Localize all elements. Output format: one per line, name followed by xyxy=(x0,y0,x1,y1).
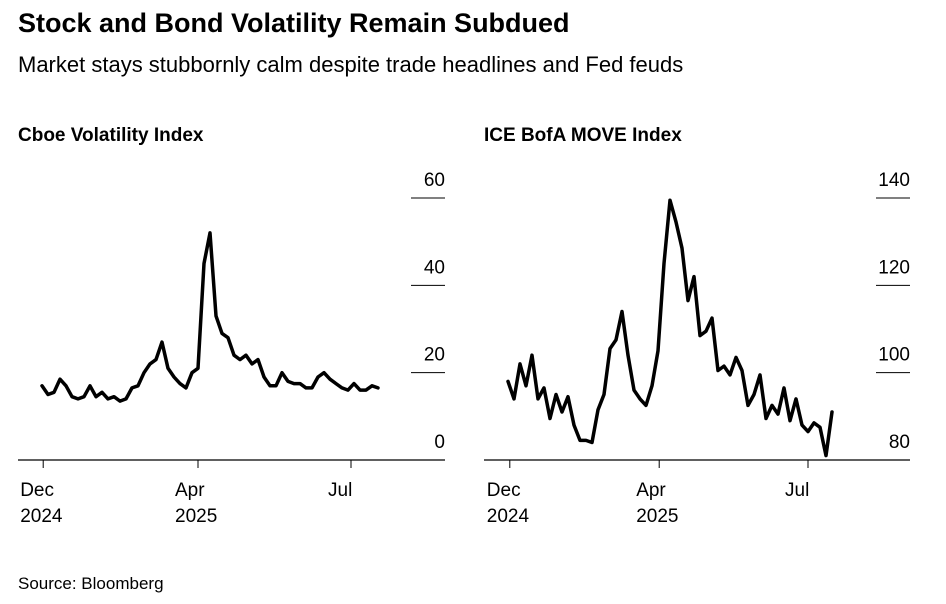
x-tick-label: Jul xyxy=(328,480,353,501)
x-tick-label: Apr 2025 xyxy=(175,480,218,527)
title: Stock and Bond Volatility Remain Subdued xyxy=(18,8,570,38)
x-tick-label: Apr 2025 xyxy=(636,480,679,527)
y-tick-label: 60 xyxy=(424,170,445,191)
panel-title: ICE BofA MOVE Index xyxy=(484,125,682,146)
subtitle: Market stays stubbornly calm despite tra… xyxy=(18,52,684,77)
y-tick-label: 40 xyxy=(424,257,445,278)
x-tick-label: Jul xyxy=(785,480,810,501)
y-tick-label: 0 xyxy=(434,432,445,453)
y-tick-label: 20 xyxy=(424,345,445,366)
y-tick-label: 80 xyxy=(889,432,910,453)
y-tick-label: 100 xyxy=(878,345,910,366)
source: Source: Bloomberg xyxy=(18,574,164,593)
y-tick-label: 120 xyxy=(878,257,910,278)
y-tick-label: 140 xyxy=(878,170,910,191)
line xyxy=(40,231,380,403)
x-tick-label: Dec 2024 xyxy=(20,480,63,527)
panel-title: Cboe Volatility Index xyxy=(18,125,204,146)
x-tick-label: Dec 2024 xyxy=(486,480,530,527)
line xyxy=(506,198,834,458)
